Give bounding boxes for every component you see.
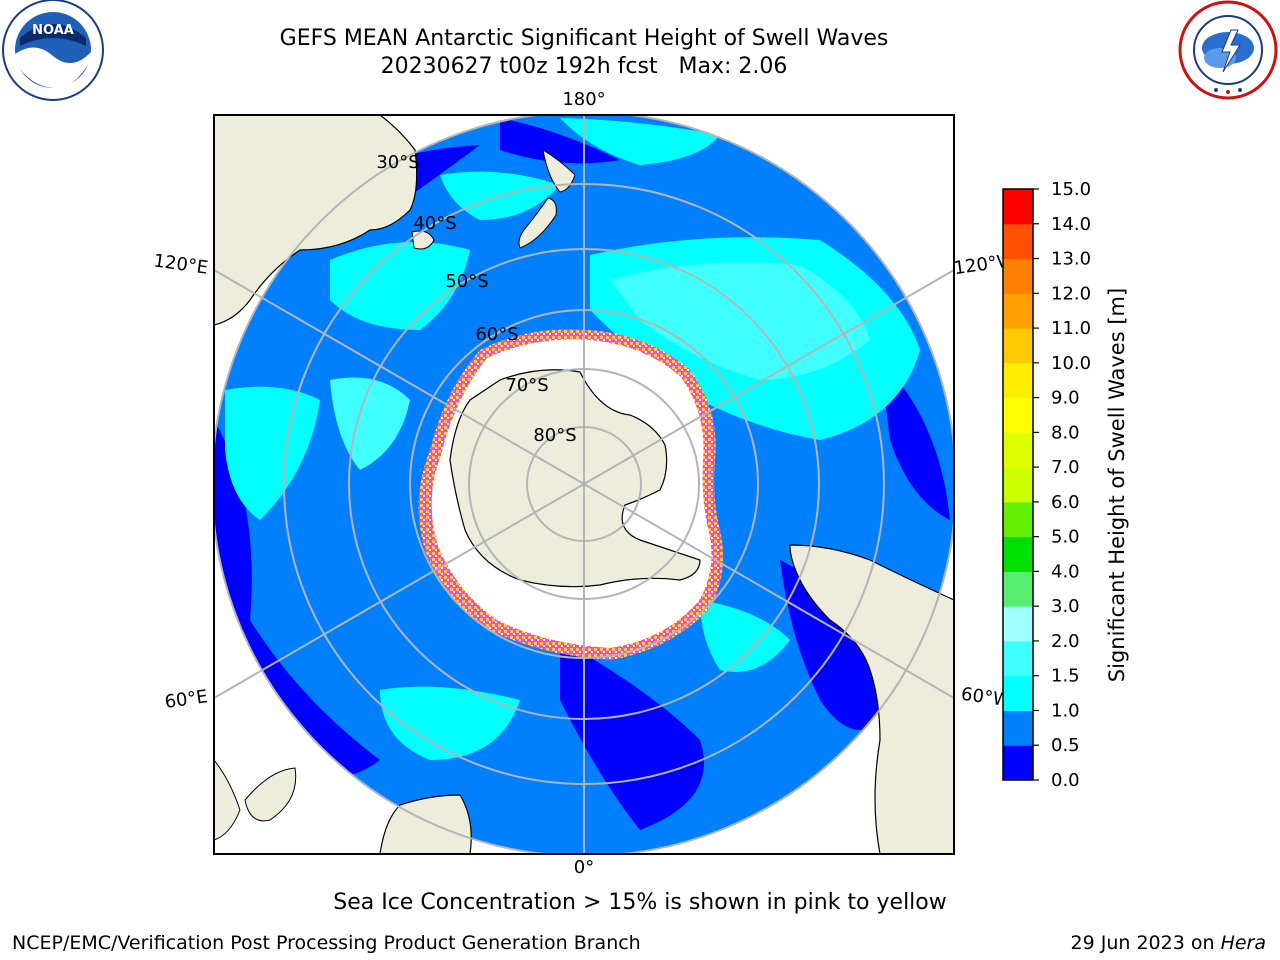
footer-date: 29 Jun 2023 on Hera [1071, 932, 1266, 954]
map-frame [213, 114, 955, 855]
colorbar-band [1003, 501, 1033, 538]
colorbar-band [1003, 258, 1033, 294]
chart-subtitle: 20230627 t00z 192h fcst Max: 2.06 [380, 54, 788, 79]
colorbar-tick-label: 12.0 [1051, 283, 1091, 304]
sea-ice-note: Sea Ice Concentration > 15% is shown in … [333, 890, 947, 915]
colorbar-band [1003, 467, 1033, 503]
colorbar-tick-label: 0.0 [1051, 770, 1080, 791]
colorbar-ticks: 0.0 0.5 1.0 1.5 2.0 3.0 4.0 5.0 6.0 7.0 8.0 9.0 10.0… [1033, 179, 1091, 791]
colorbar-tick-label: 4.0 [1051, 561, 1080, 582]
lon-label-120e: 120°E [152, 250, 209, 278]
colorbar-tick-label: 15.0 [1051, 179, 1091, 200]
graticule [214, 115, 954, 854]
colorbar-band [1003, 710, 1033, 746]
colorbar-band [1003, 675, 1033, 711]
colorbar-tick-label: 2.0 [1051, 631, 1080, 652]
colorbar-tick-label: 14.0 [1051, 214, 1091, 235]
nws-logo [1178, 0, 1278, 100]
colorbar-band [1003, 293, 1033, 329]
lat-label-30s: 30°S [376, 152, 419, 173]
colorbar-band [1003, 536, 1033, 572]
colorbar-tick-label: 11.0 [1051, 318, 1091, 339]
colorbar-label: Significant Height of Swell Waves [m] [1105, 288, 1129, 682]
australia-land [214, 115, 418, 326]
colorbar-tick-label: 5.0 [1051, 527, 1080, 548]
colorbar-tick-label: 3.0 [1051, 596, 1080, 617]
colorbar-tick-label: 13.0 [1051, 249, 1091, 270]
colorbar-tick-label: 9.0 [1051, 388, 1080, 409]
colorbar [1003, 189, 1033, 781]
colorbar-band [1003, 432, 1033, 468]
footer-branch: NCEP/EMC/Verification Post Processing Pr… [12, 932, 641, 954]
new-zealand-land [542, 149, 576, 193]
lat-label-40s: 40°S [413, 213, 456, 234]
footer-host: Hera [1220, 932, 1266, 954]
colorbar-tick-label: 7.0 [1051, 457, 1080, 478]
colorbar-band [1003, 571, 1033, 607]
colorbar-band [1003, 223, 1033, 260]
colorbar-band [1003, 606, 1033, 642]
colorbar-tick-label: 8.0 [1051, 422, 1080, 443]
map-panel [214, 115, 954, 854]
colorbar-frame [1002, 188, 1034, 781]
chart-title: GEFS MEAN Antarctic Significant Height o… [279, 26, 889, 51]
lon-label-60e: 60°E [163, 686, 209, 713]
lon-label-180: 180° [562, 89, 605, 110]
colorbar-tick-label: 0.5 [1051, 735, 1080, 756]
colorbar-band [1003, 397, 1033, 433]
colorbar-band [1003, 362, 1033, 399]
colorbar-tick-label: 1.5 [1051, 666, 1080, 687]
colorbar-band [1003, 640, 1033, 677]
lon-label-0: 0° [574, 857, 594, 878]
lat-label-80s: 80°S [533, 425, 576, 446]
noaa-logo-text: NOAA [32, 23, 74, 38]
noaa-logo: NOAA [2, 0, 104, 101]
colorbar-band [1003, 189, 1033, 225]
footer-date-text: 29 Jun 2023 on [1070, 932, 1221, 954]
colorbar-tick-label: 1.0 [1051, 700, 1080, 721]
colorbar-tick-label: 10.0 [1051, 353, 1091, 374]
lat-label-60s: 60°S [475, 324, 518, 345]
lat-label-70s: 70°S [505, 375, 548, 396]
colorbar-tick-label: 6.0 [1051, 492, 1080, 513]
colorbar-band [1003, 745, 1033, 781]
lat-label-50s: 50°S [445, 271, 488, 292]
colorbar-band [1003, 328, 1033, 364]
